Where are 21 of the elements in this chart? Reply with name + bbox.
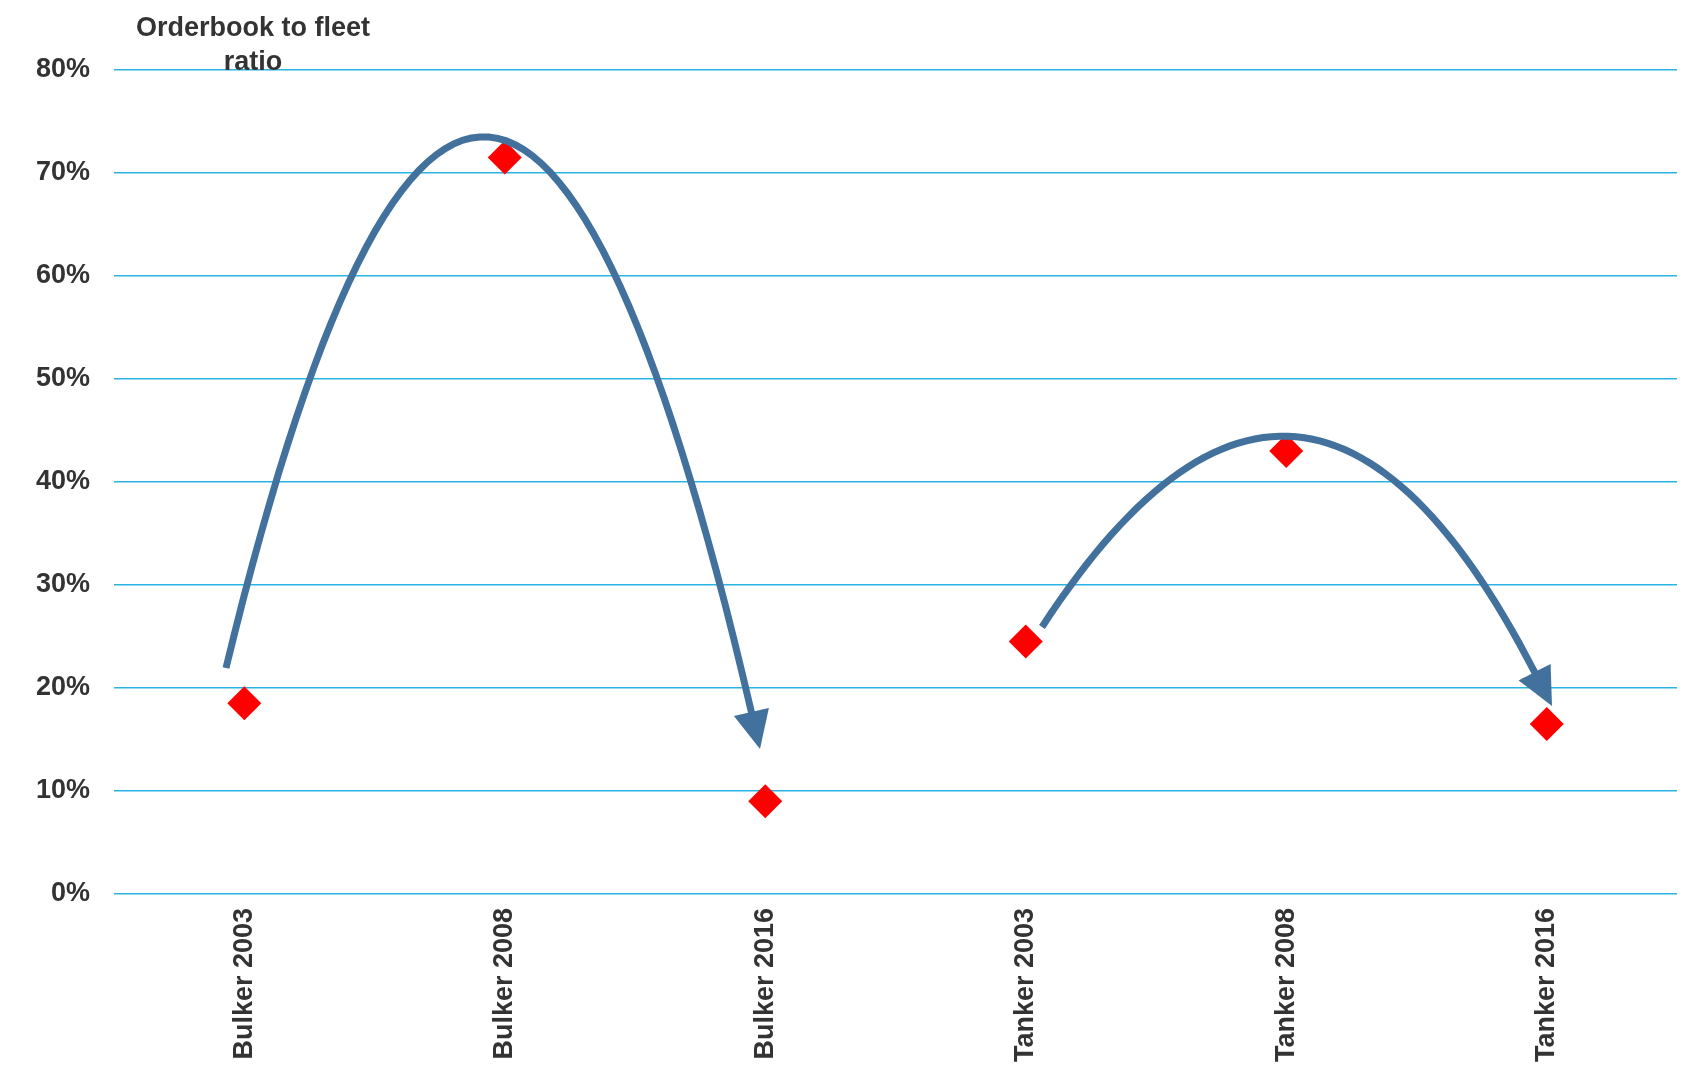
x-tick-label: Bulker 2003 [227,907,258,1060]
point [227,686,262,721]
x-tick-label: Bulker 2016 [748,907,779,1060]
x-tick-label: Tanker 2016 [1530,907,1561,1063]
y-tick-label: 50% [35,362,91,393]
x-tick-label: Tanker 2003 [1009,907,1040,1063]
x-tick-label: Bulker 2008 [488,907,519,1060]
point [1008,624,1043,659]
y-tick-label: 70% [35,156,91,187]
y-tick-label: 30% [35,568,91,599]
y-tick-label: 80% [35,53,91,84]
y-axis-title: Orderbook to fleet ratio [135,11,371,78]
y-tick-label: 60% [35,259,91,290]
y-tick-label: 20% [35,671,91,702]
y-tick-label: 40% [35,465,91,496]
point [748,784,783,819]
x-tick-label: Tanker 2008 [1269,907,1300,1063]
y-tick-label: 10% [35,774,91,805]
point [487,140,522,175]
y-tick-label: 0% [51,877,91,908]
point [1529,706,1564,741]
